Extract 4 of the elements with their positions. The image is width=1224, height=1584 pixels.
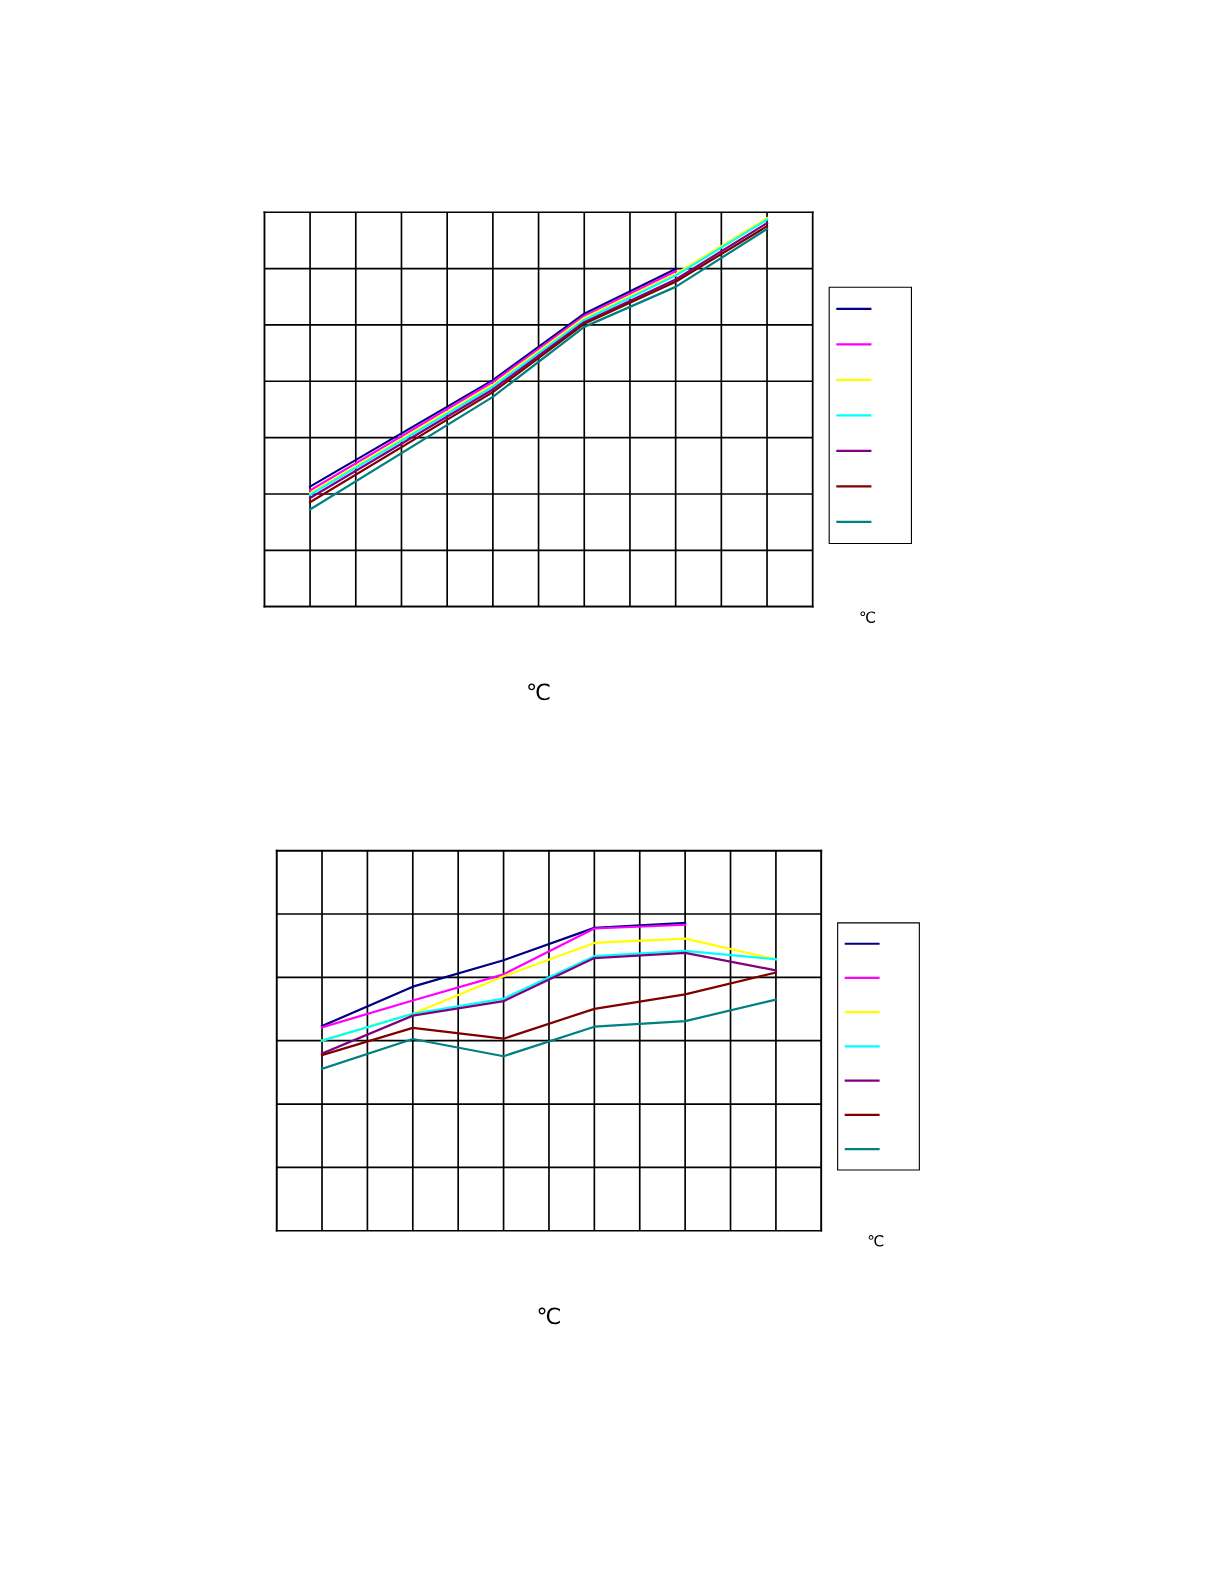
x-axis-title: ℃ [528,683,550,701]
x-axis-title: ℃ [538,1307,560,1325]
text: ℃ [860,611,876,623]
text: ℃ [868,1235,884,1247]
